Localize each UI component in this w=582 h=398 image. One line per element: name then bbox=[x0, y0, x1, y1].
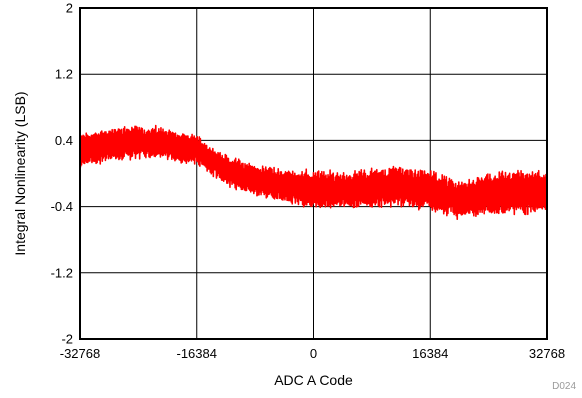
y-tick-label: -0.4 bbox=[51, 199, 73, 214]
x-axis-label: ADC A Code bbox=[274, 372, 353, 388]
y-tick-labels: -2 -1.2 -0.4 0.4 1.2 2 bbox=[51, 1, 73, 347]
ini-series bbox=[79, 124, 548, 221]
x-tick-labels: -32768 -16384 0 16384 32768 bbox=[60, 346, 565, 361]
x-tick-label: 0 bbox=[310, 346, 317, 361]
x-tick-label: 16384 bbox=[412, 346, 448, 361]
y-axis-label: Integral Nonlinearity (LSB) bbox=[12, 91, 28, 255]
ini-series-line bbox=[79, 124, 548, 221]
x-tick-label: 32768 bbox=[529, 346, 565, 361]
y-tick-label: -2 bbox=[61, 332, 73, 347]
y-tick-label: 1.2 bbox=[55, 67, 73, 82]
y-tick-label: 2 bbox=[66, 1, 73, 16]
plot-frame bbox=[79, 7, 548, 340]
x-tick-label: -32768 bbox=[60, 346, 100, 361]
figure-id: D024 bbox=[552, 381, 576, 392]
x-tick-label: -16384 bbox=[177, 346, 217, 361]
y-tick-label: 0.4 bbox=[55, 133, 73, 148]
y-tick-label: -1.2 bbox=[51, 265, 73, 280]
